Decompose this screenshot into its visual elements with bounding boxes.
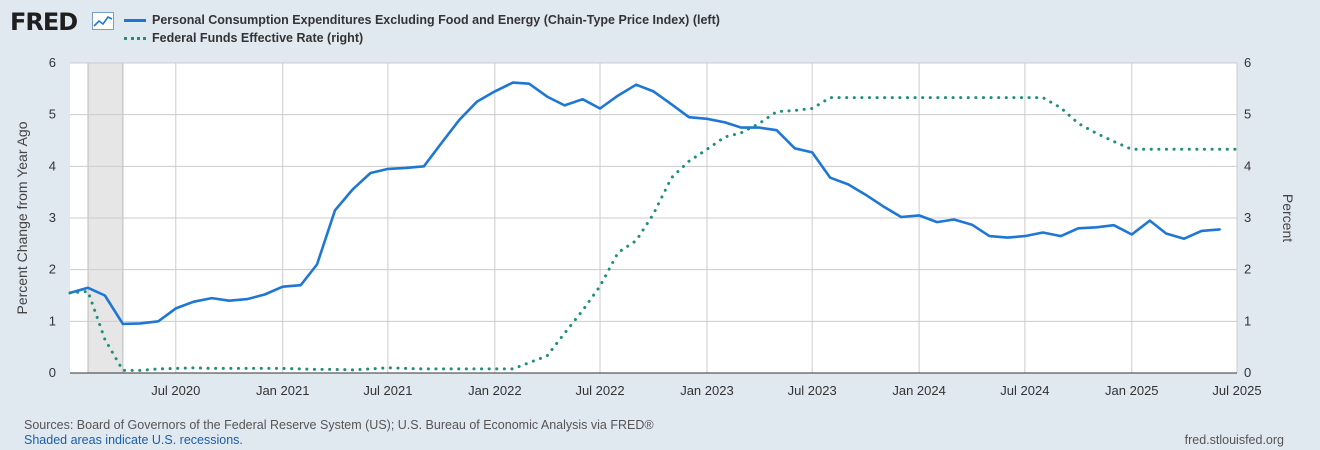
- y-right-tick-label: 2: [1244, 262, 1251, 277]
- x-tick-label: Jan 2024: [892, 383, 946, 398]
- y-left-tick-label: 5: [49, 107, 56, 122]
- y-left-tick-label: 3: [49, 210, 56, 225]
- y-right-tick-label: 5: [1244, 107, 1251, 122]
- x-tick-label: Jan 2025: [1105, 383, 1159, 398]
- y-right-tick-label: 1: [1244, 313, 1251, 328]
- legend-entry-pce[interactable]: Personal Consumption Expenditures Exclud…: [124, 13, 720, 27]
- sources-note: Sources: Board of Governors of the Feder…: [24, 418, 654, 432]
- y-left-tick-label: 0: [49, 365, 56, 380]
- source-url[interactable]: fred.stlouisfed.org: [1184, 433, 1284, 447]
- x-tick-label: Jul 2020: [151, 383, 200, 398]
- x-tick-label: Jan 2021: [256, 383, 310, 398]
- x-tick-label: Jul 2022: [575, 383, 624, 398]
- legend-label-fedfunds: Federal Funds Effective Rate (right): [152, 31, 364, 45]
- y-right-tick-label: 3: [1244, 210, 1251, 225]
- y-right-tick-label: 4: [1244, 158, 1251, 173]
- y-left-axis-title: Percent Change from Year Ago: [14, 121, 30, 314]
- y-right-axis-title: Percent: [1280, 194, 1296, 242]
- x-tick-label: Jan 2023: [680, 383, 734, 398]
- x-tick-label: Jul 2023: [788, 383, 837, 398]
- y-left-tick-label: 4: [49, 158, 56, 173]
- recession-note: Shaded areas indicate U.S. recessions.: [24, 433, 243, 447]
- series-line-pce: [68, 81, 1221, 326]
- y-left-tick-label: 6: [49, 55, 56, 70]
- y-right-tick-label: 0: [1244, 365, 1251, 380]
- x-tick-label: Jul 2025: [1212, 383, 1261, 398]
- y-left-tick-label: 1: [49, 313, 56, 328]
- legend-swatch-solid: [124, 18, 146, 22]
- y-left-tick-label: 2: [49, 262, 56, 277]
- fred-logo[interactable]: FRED: [10, 8, 78, 36]
- legend-swatch-dotted: [124, 36, 146, 40]
- chart-line-icon: [92, 12, 114, 30]
- y-right-tick-label: 6: [1244, 55, 1251, 70]
- x-tick-label: Jan 2022: [468, 383, 522, 398]
- series-line-fedfunds: [68, 96, 1239, 372]
- x-tick-label: Jul 2024: [1000, 383, 1049, 398]
- x-tick-label: Jul 2021: [363, 383, 412, 398]
- legend-label-pce: Personal Consumption Expenditures Exclud…: [152, 13, 720, 27]
- legend-entry-fedfunds[interactable]: Federal Funds Effective Rate (right): [124, 31, 363, 45]
